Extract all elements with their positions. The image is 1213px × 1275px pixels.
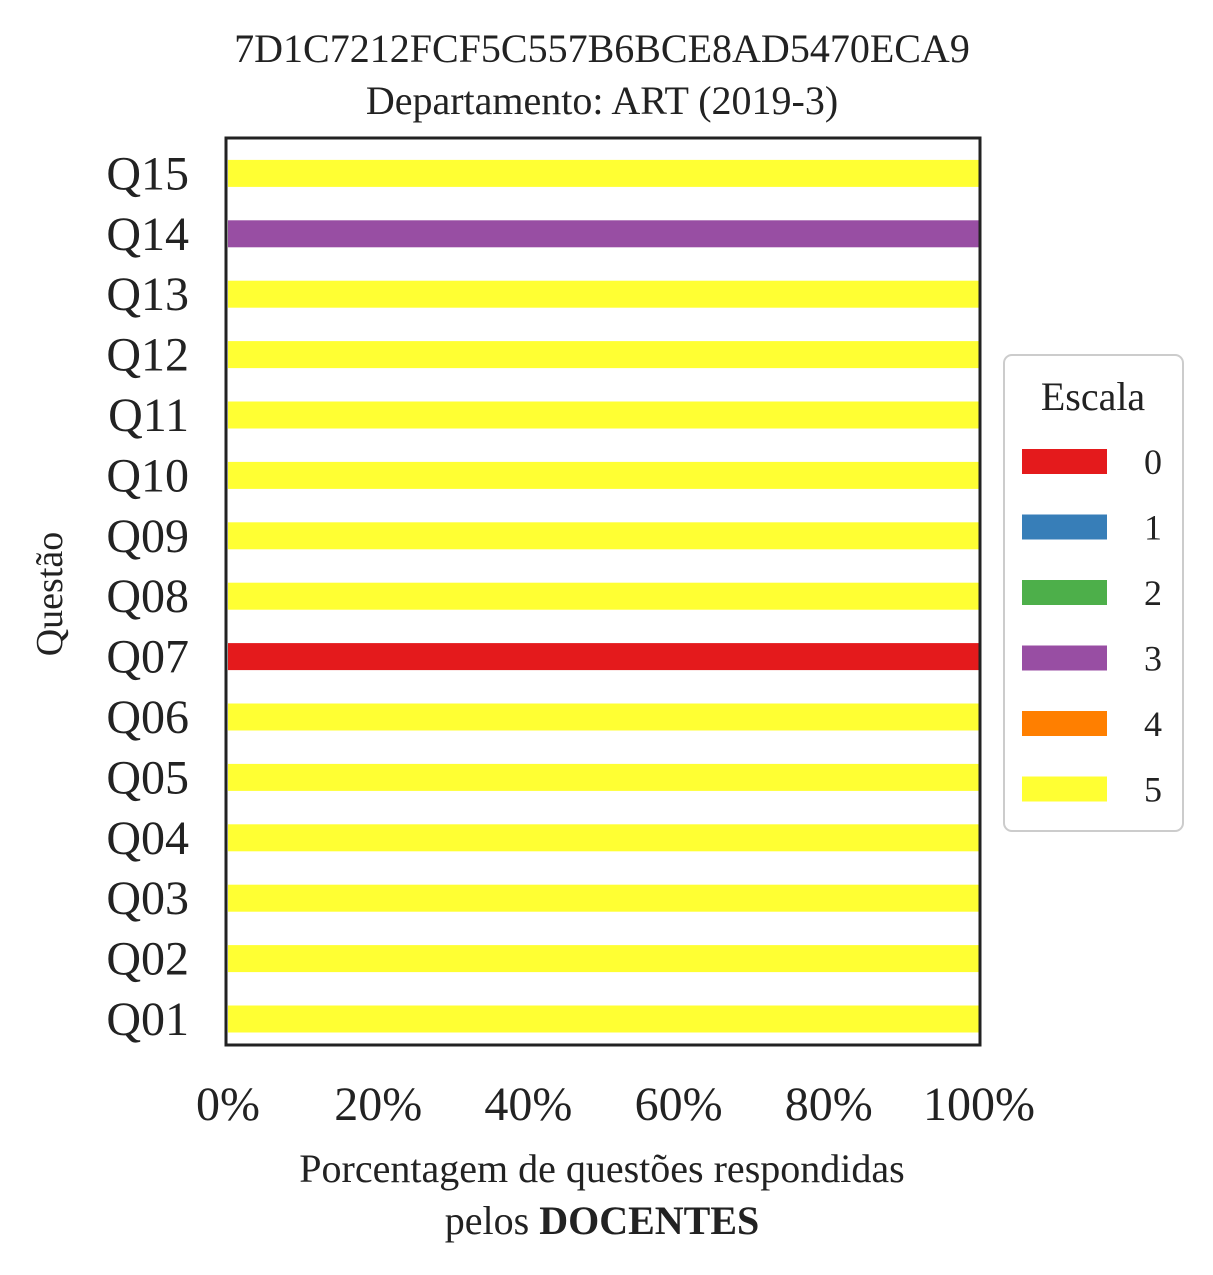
y-tick-label-q15: Q15 <box>106 147 189 200</box>
x-tick-label-3: 60% <box>635 1078 723 1131</box>
y-tick-label-q04: Q04 <box>106 812 189 865</box>
y-tick-label-q12: Q12 <box>106 329 189 382</box>
y-axis-label: Questão <box>29 532 71 657</box>
bar-q01-scale-5 <box>228 1005 979 1033</box>
bar-q14-scale-3 <box>228 220 979 248</box>
y-tick-label-q02: Q02 <box>106 933 189 986</box>
x-tick-label-2: 40% <box>484 1078 572 1131</box>
y-tick-label-q01: Q01 <box>106 993 189 1046</box>
bar-q10-scale-5 <box>228 461 979 489</box>
y-tick-label-q06: Q06 <box>106 691 189 744</box>
legend-label-1: 1 <box>1144 508 1162 548</box>
bar-q03-scale-5 <box>228 884 979 912</box>
bar-q08-scale-5 <box>228 582 979 610</box>
x-tick-label-5: 100% <box>923 1078 1035 1131</box>
chart-subtitle: Departamento: ART (2019-3) <box>366 78 838 123</box>
legend-swatch-5 <box>1022 776 1107 802</box>
bars-group <box>228 159 979 1033</box>
bar-q05-scale-5 <box>228 763 979 791</box>
legend-swatch-4 <box>1022 711 1107 736</box>
bar-q02-scale-5 <box>228 945 979 973</box>
x-tick-label-0: 0% <box>196 1078 260 1131</box>
y-tick-label-q07: Q07 <box>106 631 189 684</box>
legend-title: Escala <box>1041 374 1146 419</box>
y-tick-label-q10: Q10 <box>106 449 189 502</box>
x-tick-label-1: 20% <box>334 1078 422 1131</box>
x-axis-label-bold: DOCENTES <box>539 1198 759 1243</box>
x-tick-labels: 0% 20% 40% 60% 80% 100% <box>196 1078 1035 1131</box>
bar-q04-scale-5 <box>228 824 979 852</box>
bar-q11-scale-5 <box>228 401 979 429</box>
legend-label-5: 5 <box>1144 770 1162 810</box>
y-tick-label-q13: Q13 <box>106 268 189 321</box>
legend-items: 0 1 2 3 4 5 <box>1022 442 1162 810</box>
legend-swatch-3 <box>1022 645 1107 671</box>
y-tick-label-q14: Q14 <box>106 208 189 261</box>
legend: Escala 0 1 2 3 4 5 <box>1003 354 1184 832</box>
legend-label-2: 2 <box>1144 573 1162 613</box>
y-tick-label-q03: Q03 <box>106 872 189 925</box>
y-tick-label-q05: Q05 <box>106 751 189 804</box>
bar-q12-scale-5 <box>228 341 979 369</box>
bar-q07-scale-0 <box>228 643 979 671</box>
bar-q13-scale-5 <box>228 280 979 308</box>
bar-q06-scale-5 <box>228 703 979 731</box>
x-tick-label-4: 80% <box>785 1078 873 1131</box>
legend-label-3: 3 <box>1144 639 1162 679</box>
legend-swatch-2 <box>1022 580 1107 605</box>
x-axis-label-prefix: pelos <box>445 1198 539 1243</box>
x-axis-label-line1: Porcentagem de questões respondidas <box>299 1146 904 1191</box>
y-tick-label-q11: Q11 <box>108 389 189 442</box>
chart-title: 7D1C7212FCF5C557B6BCE8AD5470ECA9 <box>234 26 970 71</box>
legend-label-4: 4 <box>1144 704 1162 744</box>
bar-q15-scale-5 <box>228 159 979 187</box>
legend-swatch-0 <box>1022 449 1107 474</box>
y-tick-labels: Q01 Q02 Q03 Q04 Q05 Q06 Q07 Q08 Q09 Q10 Q11 Q12 Q13 Q… <box>106 147 189 1046</box>
x-axis-label-line2: pelos DOCENTES <box>445 1198 760 1243</box>
legend-label-0: 0 <box>1144 442 1162 482</box>
y-tick-label-q09: Q09 <box>106 510 189 563</box>
y-tick-label-q08: Q08 <box>106 570 189 623</box>
legend-swatch-1 <box>1022 514 1107 540</box>
bar-q09-scale-5 <box>228 522 979 550</box>
plot-area-frame <box>224 136 982 1047</box>
